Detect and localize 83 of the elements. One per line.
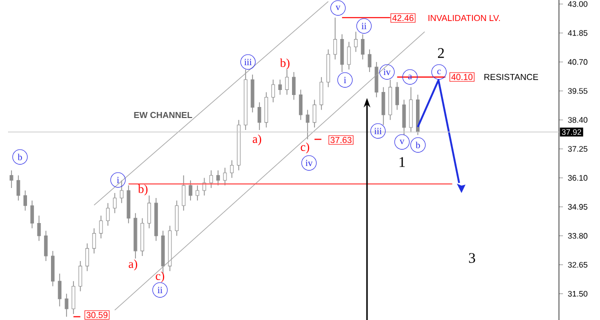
ref-line-label: 37.92 <box>562 129 582 135</box>
candlestick <box>112 192 117 214</box>
candlestick <box>382 86 386 126</box>
candlestick <box>368 48 372 72</box>
candlestick <box>23 190 28 212</box>
y-tick-label: 36.10 <box>568 175 588 181</box>
y-tick-label: 31.50 <box>568 290 588 297</box>
candlestick <box>285 69 289 96</box>
y-tick-label: 41.85 <box>568 30 588 36</box>
candlestick <box>360 34 364 60</box>
annotation: iii <box>374 128 382 134</box>
y-tick-label: 33.80 <box>568 233 588 239</box>
annotation: 37.63 <box>330 136 352 144</box>
annotation: b <box>416 142 420 148</box>
annotation: b <box>18 154 22 160</box>
y-tick-label: 40.70 <box>568 59 588 65</box>
candlestick <box>202 177 206 196</box>
annotation: c) <box>300 142 310 154</box>
candlestick <box>209 170 213 188</box>
annotation: ii <box>158 286 162 294</box>
annotation: c) <box>156 272 164 282</box>
annotation: 40.10 <box>451 74 472 80</box>
candlestick <box>395 82 399 110</box>
candlestick <box>298 89 302 120</box>
candlestick <box>258 102 262 130</box>
candlestick <box>278 79 282 96</box>
candlestick <box>58 273 62 307</box>
y-tick-label: 32.65 <box>568 262 588 268</box>
candlestick <box>72 280 76 314</box>
candlestick <box>147 195 151 229</box>
candlestick <box>196 185 200 201</box>
annotation: iii <box>244 58 252 66</box>
annotation: 1 <box>400 157 405 167</box>
y-tick-label: 39.55 <box>568 88 588 94</box>
candlestick <box>30 200 34 229</box>
candlestick <box>230 160 234 178</box>
annotation: a) <box>252 134 262 146</box>
y-tick-label: 38.40 <box>568 117 588 123</box>
annotation: a) <box>128 260 138 270</box>
candlestick <box>78 260 82 292</box>
candlestick <box>347 41 351 70</box>
annotation: 30.59 <box>86 312 108 318</box>
candlestick <box>64 293 68 318</box>
candlestick <box>85 242 89 272</box>
candlestick <box>320 76 324 110</box>
candlestick <box>92 228 96 254</box>
candlestick <box>292 72 296 100</box>
candlestick <box>188 180 192 201</box>
annotation: i <box>116 176 120 184</box>
candlestick <box>402 99 406 136</box>
annotation: EW CHANNEL <box>134 112 192 118</box>
y-tick-label: 34.95 <box>568 204 588 210</box>
candlestick <box>16 174 20 201</box>
annotation: b) <box>280 58 290 70</box>
annotation: iv <box>384 68 391 76</box>
candlestick <box>10 170 14 188</box>
y-tick-label: 37.25 <box>568 146 588 152</box>
candlestick <box>354 31 358 52</box>
candlestick <box>306 109 310 140</box>
annotation: RESISTANCE <box>484 74 538 80</box>
annotation: iv <box>306 160 313 166</box>
candlestick <box>99 215 103 239</box>
candlestick <box>37 215 41 242</box>
annotation: 2 <box>438 48 444 58</box>
annotation: c <box>437 70 441 74</box>
annotation: v <box>400 140 404 144</box>
candlestick <box>271 79 275 103</box>
candlestick <box>312 99 316 128</box>
candlestick <box>333 17 337 60</box>
annotation: b) <box>138 184 148 196</box>
candlestick <box>223 167 227 186</box>
candlestick <box>106 202 110 226</box>
candlestick <box>44 230 48 262</box>
annotation: i <box>344 76 346 84</box>
annotation: v <box>336 6 340 10</box>
annotation: INVALIDATION LV. <box>428 14 500 22</box>
y-tick-label: 43.00 <box>568 1 588 7</box>
annotation: ii <box>362 22 366 30</box>
annotation: 3 <box>469 253 476 263</box>
candlestick <box>120 180 124 204</box>
annotation: 42.46 <box>392 14 414 22</box>
candlestick <box>216 170 220 186</box>
candlestick <box>182 174 186 212</box>
